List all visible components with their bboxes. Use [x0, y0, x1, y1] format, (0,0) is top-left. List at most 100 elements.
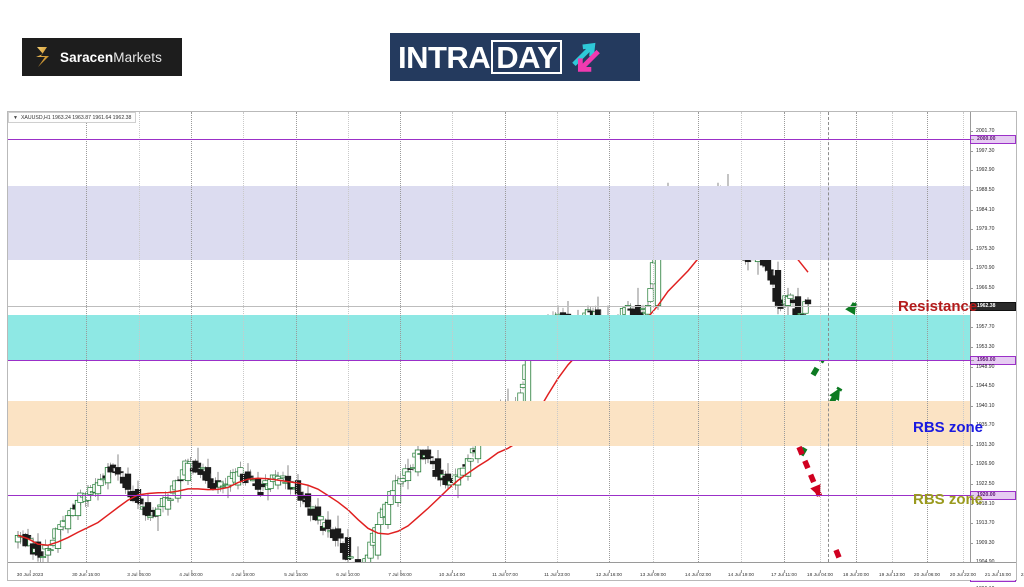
price-tick: 1935.70 — [970, 421, 1016, 430]
chart-symbol-ohlc-text: XAUUSD,H1 1963.24 1963.87 1961.64 1962.3… — [20, 114, 132, 121]
time-gridline — [400, 112, 401, 562]
price-tick: 1922.50 — [970, 480, 1016, 489]
time-gridline — [452, 112, 453, 562]
time-gridline — [698, 112, 699, 562]
rbs-zone-upper — [8, 315, 970, 360]
candle-body — [39, 556, 47, 558]
candle-body — [194, 462, 202, 468]
time-gridline — [741, 112, 742, 562]
candle-body — [97, 479, 104, 487]
chart-symbol-header: ▼ XAUUSD,H1 1963.24 1963.87 1961.64 1962… — [8, 112, 137, 123]
price-tick: 1975.30 — [970, 245, 1016, 254]
price-tick: 1997.30 — [970, 147, 1016, 156]
time-tick-label: 14 Jul 19:00 — [727, 570, 755, 578]
time-tick-label: 13 Jul 09:00 — [639, 570, 667, 578]
candle-body — [144, 502, 152, 517]
saracen-s-mark-icon — [36, 47, 49, 67]
level-2000 — [8, 139, 970, 140]
moving-average-line — [17, 213, 809, 547]
annotation-rbs-zone-upper: RBS zone — [913, 419, 984, 436]
candle-body — [354, 559, 362, 562]
time-tick-label: 18 Jul 20:00 — [842, 570, 870, 578]
candle-body — [787, 294, 794, 299]
candle-body — [427, 456, 434, 459]
current-time-separator — [828, 112, 829, 562]
candle-body — [404, 471, 412, 482]
candle-body — [177, 479, 184, 482]
candle-body — [374, 524, 382, 556]
candle-body — [124, 473, 132, 490]
time-gridline — [505, 112, 506, 562]
time-tick-label: 11 Jul 07:00 — [492, 570, 518, 578]
bullish-arrow-2 — [798, 386, 843, 457]
time-tick-label: 3 Jul 05:00 — [127, 570, 151, 578]
time-tick-label: 17 Jul 11:00 — [771, 570, 797, 578]
current-price-line — [8, 306, 970, 307]
price-tick: 1992.90 — [970, 166, 1016, 175]
price-tick: 2000.00 — [970, 134, 1016, 144]
time-tick-label: 11 Jul 23:00 — [544, 570, 570, 578]
page-header: SaracenMarkets INTRA DAY — [0, 0, 1024, 105]
price-axis[interactable]: 2001.70 2000.00 1997.30 1992.90 1988.50 1984.… — [970, 112, 1016, 587]
candle-body — [347, 556, 354, 559]
chart-container[interactable]: ▼ XAUUSD,H1 1963.24 1963.87 1961.64 1962… — [7, 111, 1024, 587]
price-tick: 1970.90 — [970, 264, 1016, 273]
annotation-resistance: Resistance — [898, 298, 978, 315]
time-tick-label: 14 Jul 02:00 — [684, 570, 712, 578]
level-1920 — [8, 495, 970, 496]
bearish-arrow-1 — [796, 445, 823, 499]
time-tick-label: 21 Jul 15:00 — [984, 570, 1012, 578]
price-tick: 1953.30 — [970, 343, 1016, 352]
price-tick: 1918.10 — [970, 500, 1016, 509]
price-tick: 1926.90 — [970, 460, 1016, 469]
candle-body — [304, 493, 312, 508]
chart-plot-area[interactable] — [8, 112, 970, 562]
candle-body — [167, 498, 174, 501]
time-gridline — [243, 112, 244, 562]
price-tick: 1962.38 — [970, 301, 1016, 311]
time-tick-label: 10 Jul 14:00 — [438, 570, 466, 578]
time-gridline — [963, 112, 964, 562]
time-tick-label: 7 Jul 06:00 — [388, 570, 412, 578]
candle-body — [804, 299, 812, 305]
time-axis[interactable]: 30 Jun 2023 30 Jun 15:00 3 Jul 05:00 4 Jul … — [8, 562, 1024, 580]
candle-body — [154, 508, 162, 517]
price-tick: 1944.50 — [970, 382, 1016, 391]
price-tick: 1984.10 — [970, 206, 1016, 215]
candle-body — [117, 471, 124, 473]
saracen-markets-logo: SaracenMarkets — [22, 38, 182, 76]
bullish-arrow-1 — [810, 300, 859, 377]
intraday-brand-logo: INTRA DAY — [390, 33, 640, 81]
time-gridline — [784, 112, 785, 562]
candle-body — [257, 491, 264, 496]
candle-body — [337, 533, 344, 539]
time-tick-label: 18 Jul 04:00 — [806, 570, 834, 578]
price-tick: 1950.00 — [970, 355, 1016, 365]
bearish-arrow-2 — [833, 548, 844, 562]
time-tick-label: 20 Jul 06:00 — [913, 570, 941, 578]
time-gridline — [296, 112, 297, 562]
price-tick: 1957.70 — [970, 323, 1016, 332]
candle-body — [114, 467, 122, 475]
time-gridline — [653, 112, 654, 562]
intraday-wordmark: INTRA DAY — [398, 40, 563, 74]
price-tick: 1948.90 — [970, 363, 1016, 372]
time-tick-label: 6 Jul 10:00 — [336, 570, 360, 578]
price-tick: 1940.10 — [970, 402, 1016, 411]
candle-body — [284, 475, 292, 482]
resistance-zone — [8, 186, 970, 260]
chart-collapse-icon[interactable]: ▼ — [13, 114, 18, 121]
candle-body — [184, 462, 192, 482]
time-tick-label: 30 Jun 15:00 — [72, 570, 100, 578]
broker-name: SaracenMarkets — [60, 50, 162, 65]
time-gridline — [557, 112, 558, 562]
up-down-arrows-icon — [572, 42, 601, 72]
candle-body — [247, 475, 254, 478]
price-tick: 1979.70 — [970, 225, 1016, 234]
candle-body — [54, 528, 62, 549]
level-1950 — [8, 360, 970, 361]
intraday-part2-box: DAY — [491, 40, 563, 74]
time-gridline — [927, 112, 928, 562]
time-tick-label: 30 Jun 2023 — [16, 570, 44, 578]
